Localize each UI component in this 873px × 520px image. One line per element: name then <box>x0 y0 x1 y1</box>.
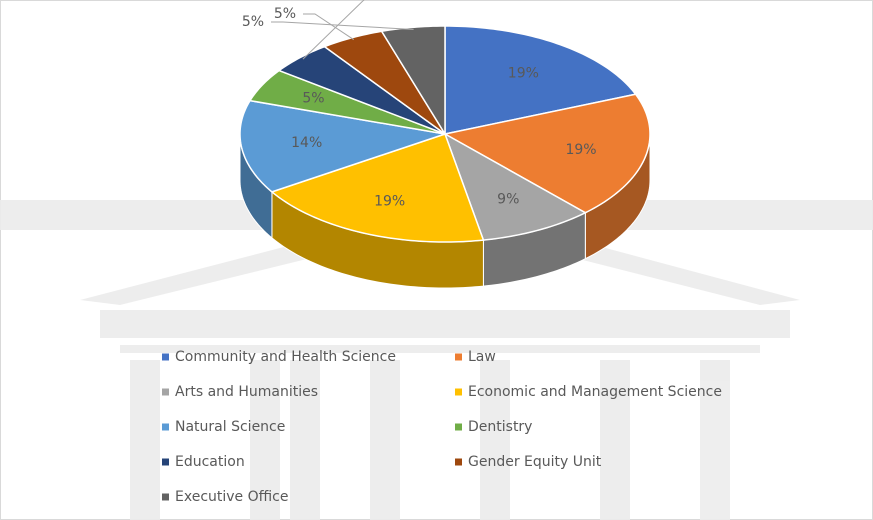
legend-marker <box>162 353 169 361</box>
data-label: 5% <box>242 14 264 30</box>
data-label: 5% <box>274 6 296 22</box>
leader-line <box>302 0 365 60</box>
legend-label: Law <box>468 349 496 365</box>
legend-label: Economic and Management Science <box>468 384 722 400</box>
slice <box>443 132 587 241</box>
slice <box>322 30 446 135</box>
legend-label: Education <box>175 454 245 470</box>
legend-label: Executive Office <box>175 489 288 505</box>
slice <box>380 25 446 137</box>
pie: 19% 19% 9% 19% 14% 5% 5% 5% 5% <box>239 0 651 289</box>
legend-marker <box>455 388 462 396</box>
legend-marker <box>455 458 462 466</box>
data-label: 19% <box>508 65 539 81</box>
legend-marker <box>162 423 169 431</box>
leader-line <box>303 13 355 41</box>
legend-label: Community and Health Science <box>175 349 396 365</box>
data-label: 9% <box>497 191 519 207</box>
legend-label: Dentistry <box>468 419 532 435</box>
slice <box>270 133 485 243</box>
data-label: 19% <box>565 142 596 158</box>
slice <box>277 45 446 135</box>
legend-label: Arts and Humanities <box>175 384 318 400</box>
slice <box>442 93 651 214</box>
legend-marker <box>162 388 169 396</box>
data-label: 19% <box>374 193 405 209</box>
legend-marker <box>162 493 169 501</box>
legend-marker <box>455 353 462 361</box>
data-label: 5% <box>329 0 351 2</box>
data-label: 14% <box>291 135 322 151</box>
slice <box>248 69 446 135</box>
legend-label: Gender Equity Unit <box>468 454 602 470</box>
data-label: 5% <box>302 91 324 107</box>
leader-line <box>271 21 414 30</box>
slice <box>444 25 637 135</box>
legend-label: Natural Science <box>175 419 285 435</box>
slice <box>239 99 446 193</box>
legend-marker <box>162 458 169 466</box>
legend: Community and Health Science Law Arts and … <box>162 349 722 505</box>
legend-marker <box>455 423 462 431</box>
